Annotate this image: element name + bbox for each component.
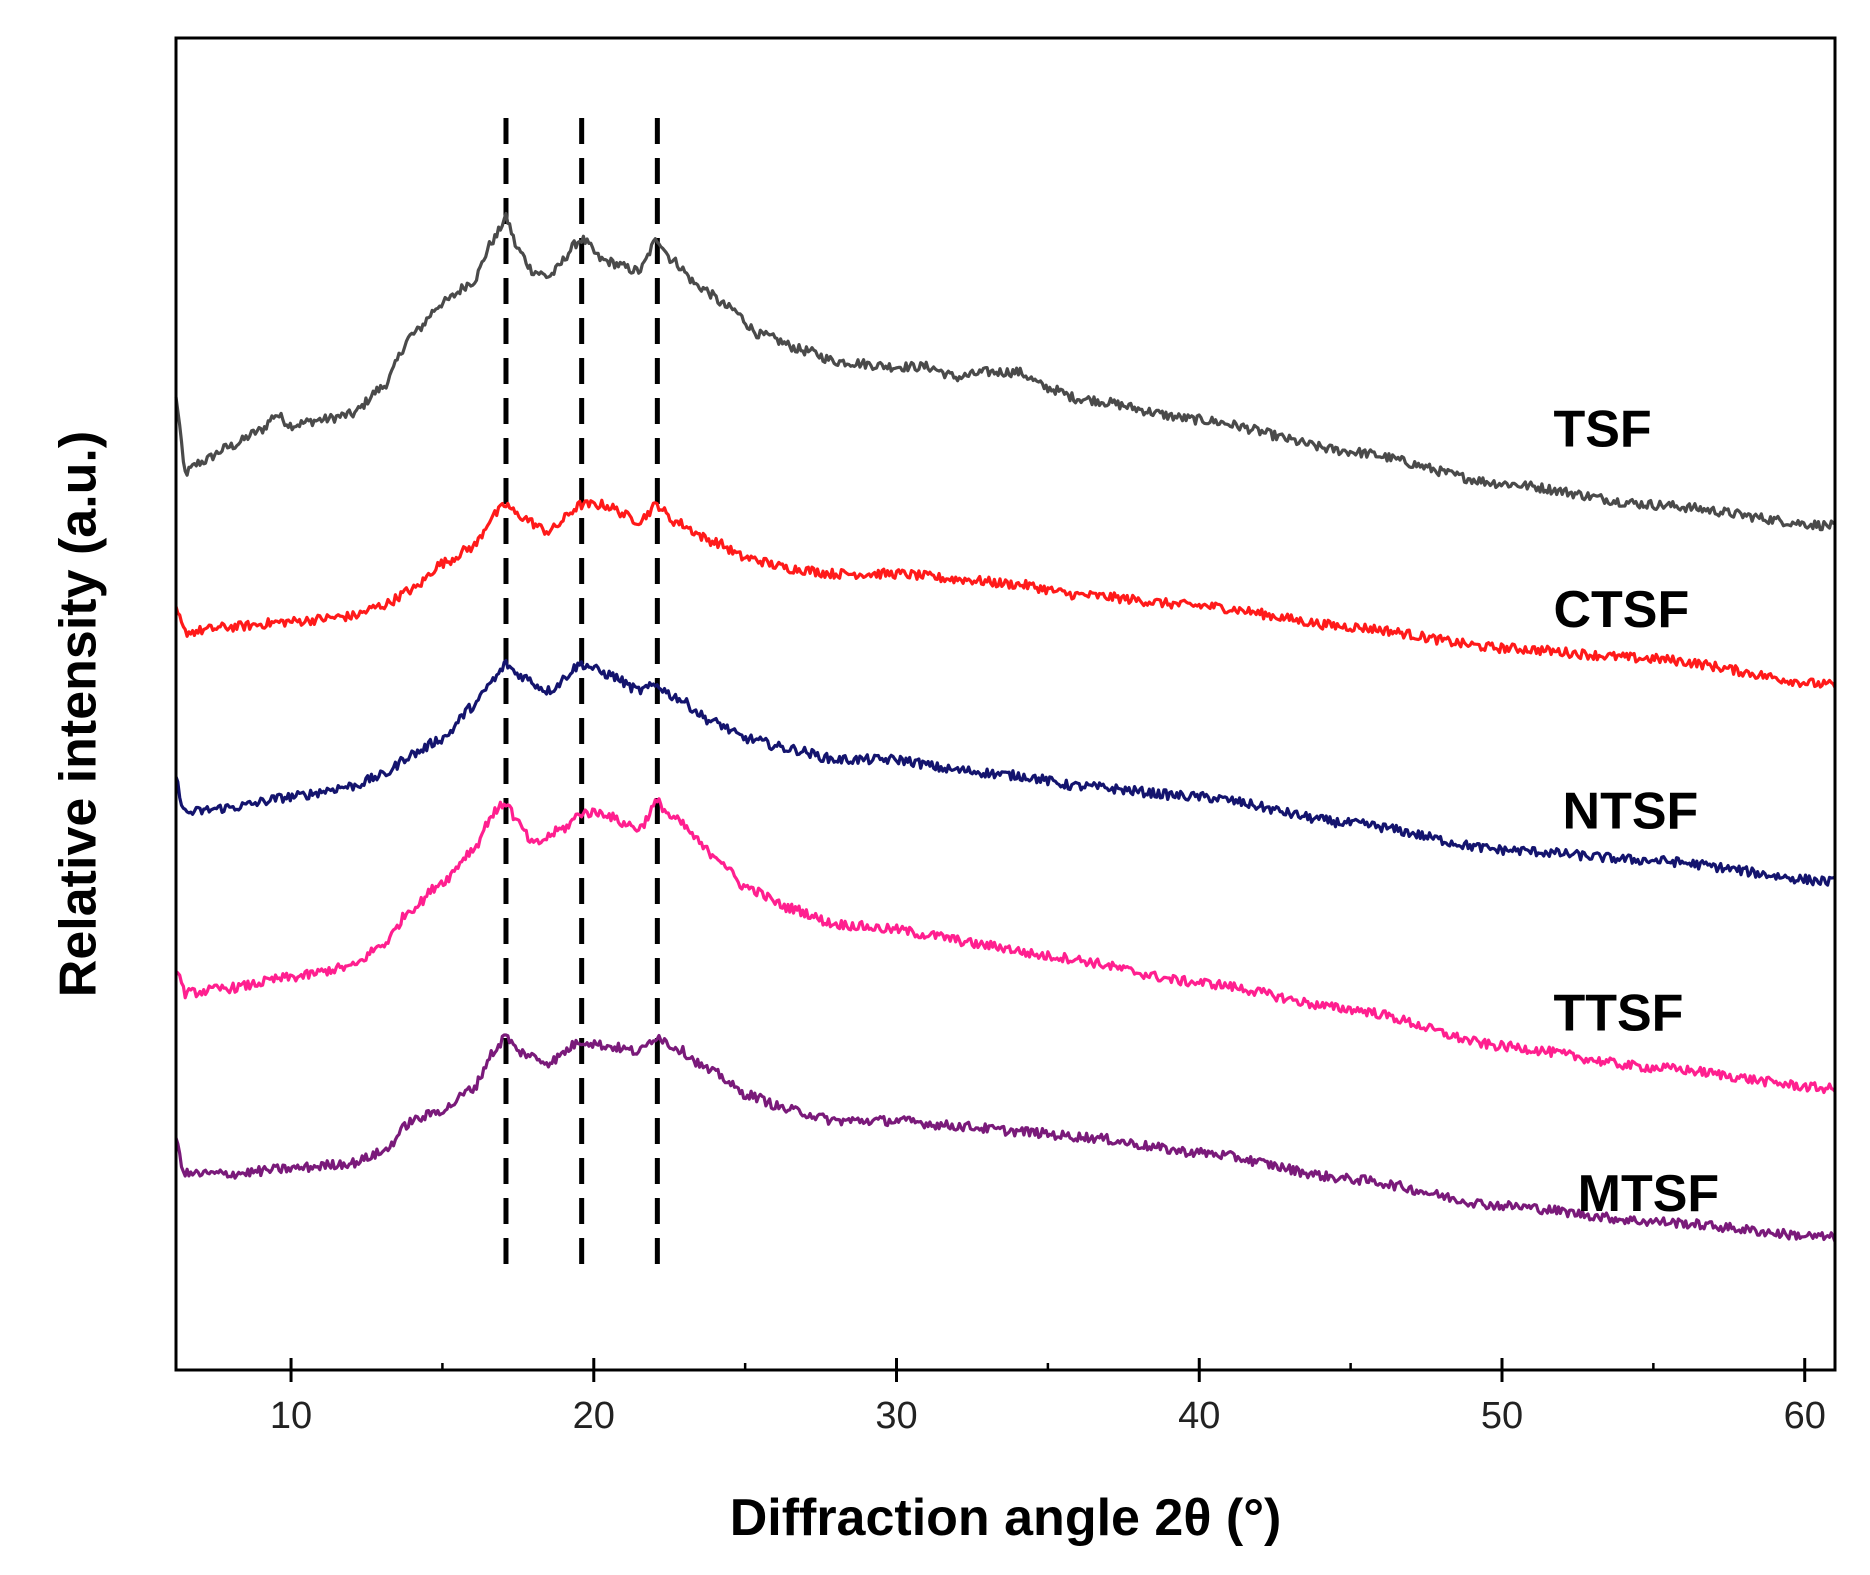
series-label-ttsf: TTSF — [1553, 984, 1683, 1042]
x-tick-label: 40 — [1178, 1395, 1220, 1437]
series-labels: TSF CTSF NTSF TTSF MTSF — [1553, 400, 1719, 1223]
series-label-mtsf: MTSF — [1578, 1165, 1720, 1223]
series-line-ttsf — [174, 797, 1837, 1095]
series-line-mtsf — [174, 1033, 1837, 1243]
series-line-ntsf — [174, 658, 1836, 887]
x-tick-label: 20 — [573, 1395, 615, 1437]
plot-frame — [174, 36, 1837, 1372]
x-axis-ticks: 10 20 30 40 50 60 — [270, 1358, 1826, 1437]
x-tick-label: 30 — [875, 1395, 917, 1437]
series-line-ctsf — [174, 498, 1837, 689]
series-label-ntsf: NTSF — [1563, 783, 1699, 841]
series-label-ctsf: CTSF — [1553, 581, 1689, 639]
x-tick-label: 60 — [1784, 1395, 1826, 1437]
series-label-tsf: TSF — [1553, 400, 1651, 458]
reference-lines — [503, 118, 660, 1270]
x-tick-label: 10 — [270, 1395, 312, 1437]
series-line-tsf — [174, 211, 1837, 532]
series-group — [174, 211, 1837, 1243]
x-tick-label: 50 — [1481, 1395, 1523, 1437]
x-axis-title: Diffraction angle 2θ (°) — [730, 1489, 1282, 1547]
y-axis-title: Relative intensity (a.u.) — [50, 431, 108, 997]
